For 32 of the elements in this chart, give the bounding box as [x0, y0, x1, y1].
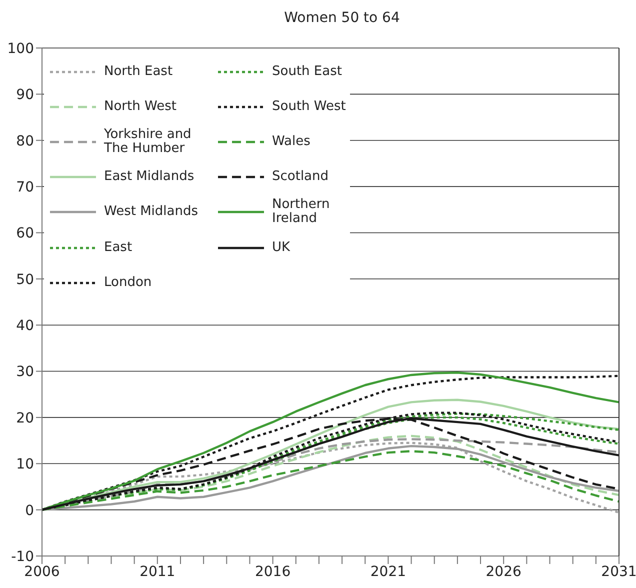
x-tick-label: 2021	[370, 564, 406, 580]
x-tick-label: 2016	[254, 564, 291, 580]
y-tick-label: 40	[16, 318, 34, 334]
legend-label: North West	[104, 98, 178, 114]
y-tick-label: 30	[16, 364, 34, 380]
legend-label: Wales	[272, 134, 312, 149]
legend-label: East Midlands	[104, 169, 196, 184]
y-tick-label: -10	[11, 548, 34, 565]
y-tick-label: 0	[25, 502, 34, 519]
legend-label: South East	[272, 64, 343, 79]
legend-label: East	[104, 240, 134, 255]
legend-label: Yorkshire and The Humber	[104, 126, 192, 156]
legend-label: UK	[272, 240, 292, 255]
y-tick-label: 10	[16, 456, 34, 473]
legend-label: London	[104, 274, 153, 290]
legend-label: West Midlands	[104, 204, 200, 220]
y-tick-label: 90	[16, 87, 34, 104]
y-tick-label: 50	[16, 272, 34, 288]
legend-label: Scotland	[272, 169, 330, 184]
y-tick-label: 80	[16, 133, 34, 150]
y-tick-label: 60	[16, 226, 34, 242]
x-tick-label: 2031	[601, 564, 636, 580]
x-tick-label: 2006	[24, 564, 60, 580]
chart-title: Women 50 to 64	[283, 9, 401, 28]
legend-label: South West	[272, 98, 346, 114]
y-tick-label: 100	[7, 40, 34, 57]
y-tick-label: 70	[16, 180, 34, 196]
x-tick-label: 2026	[486, 564, 522, 580]
legend-label: North East	[104, 64, 174, 79]
x-tick-label: 2011	[140, 564, 176, 580]
legend-label: Northern Ireland	[272, 197, 331, 226]
y-tick-label: 20	[16, 410, 34, 426]
